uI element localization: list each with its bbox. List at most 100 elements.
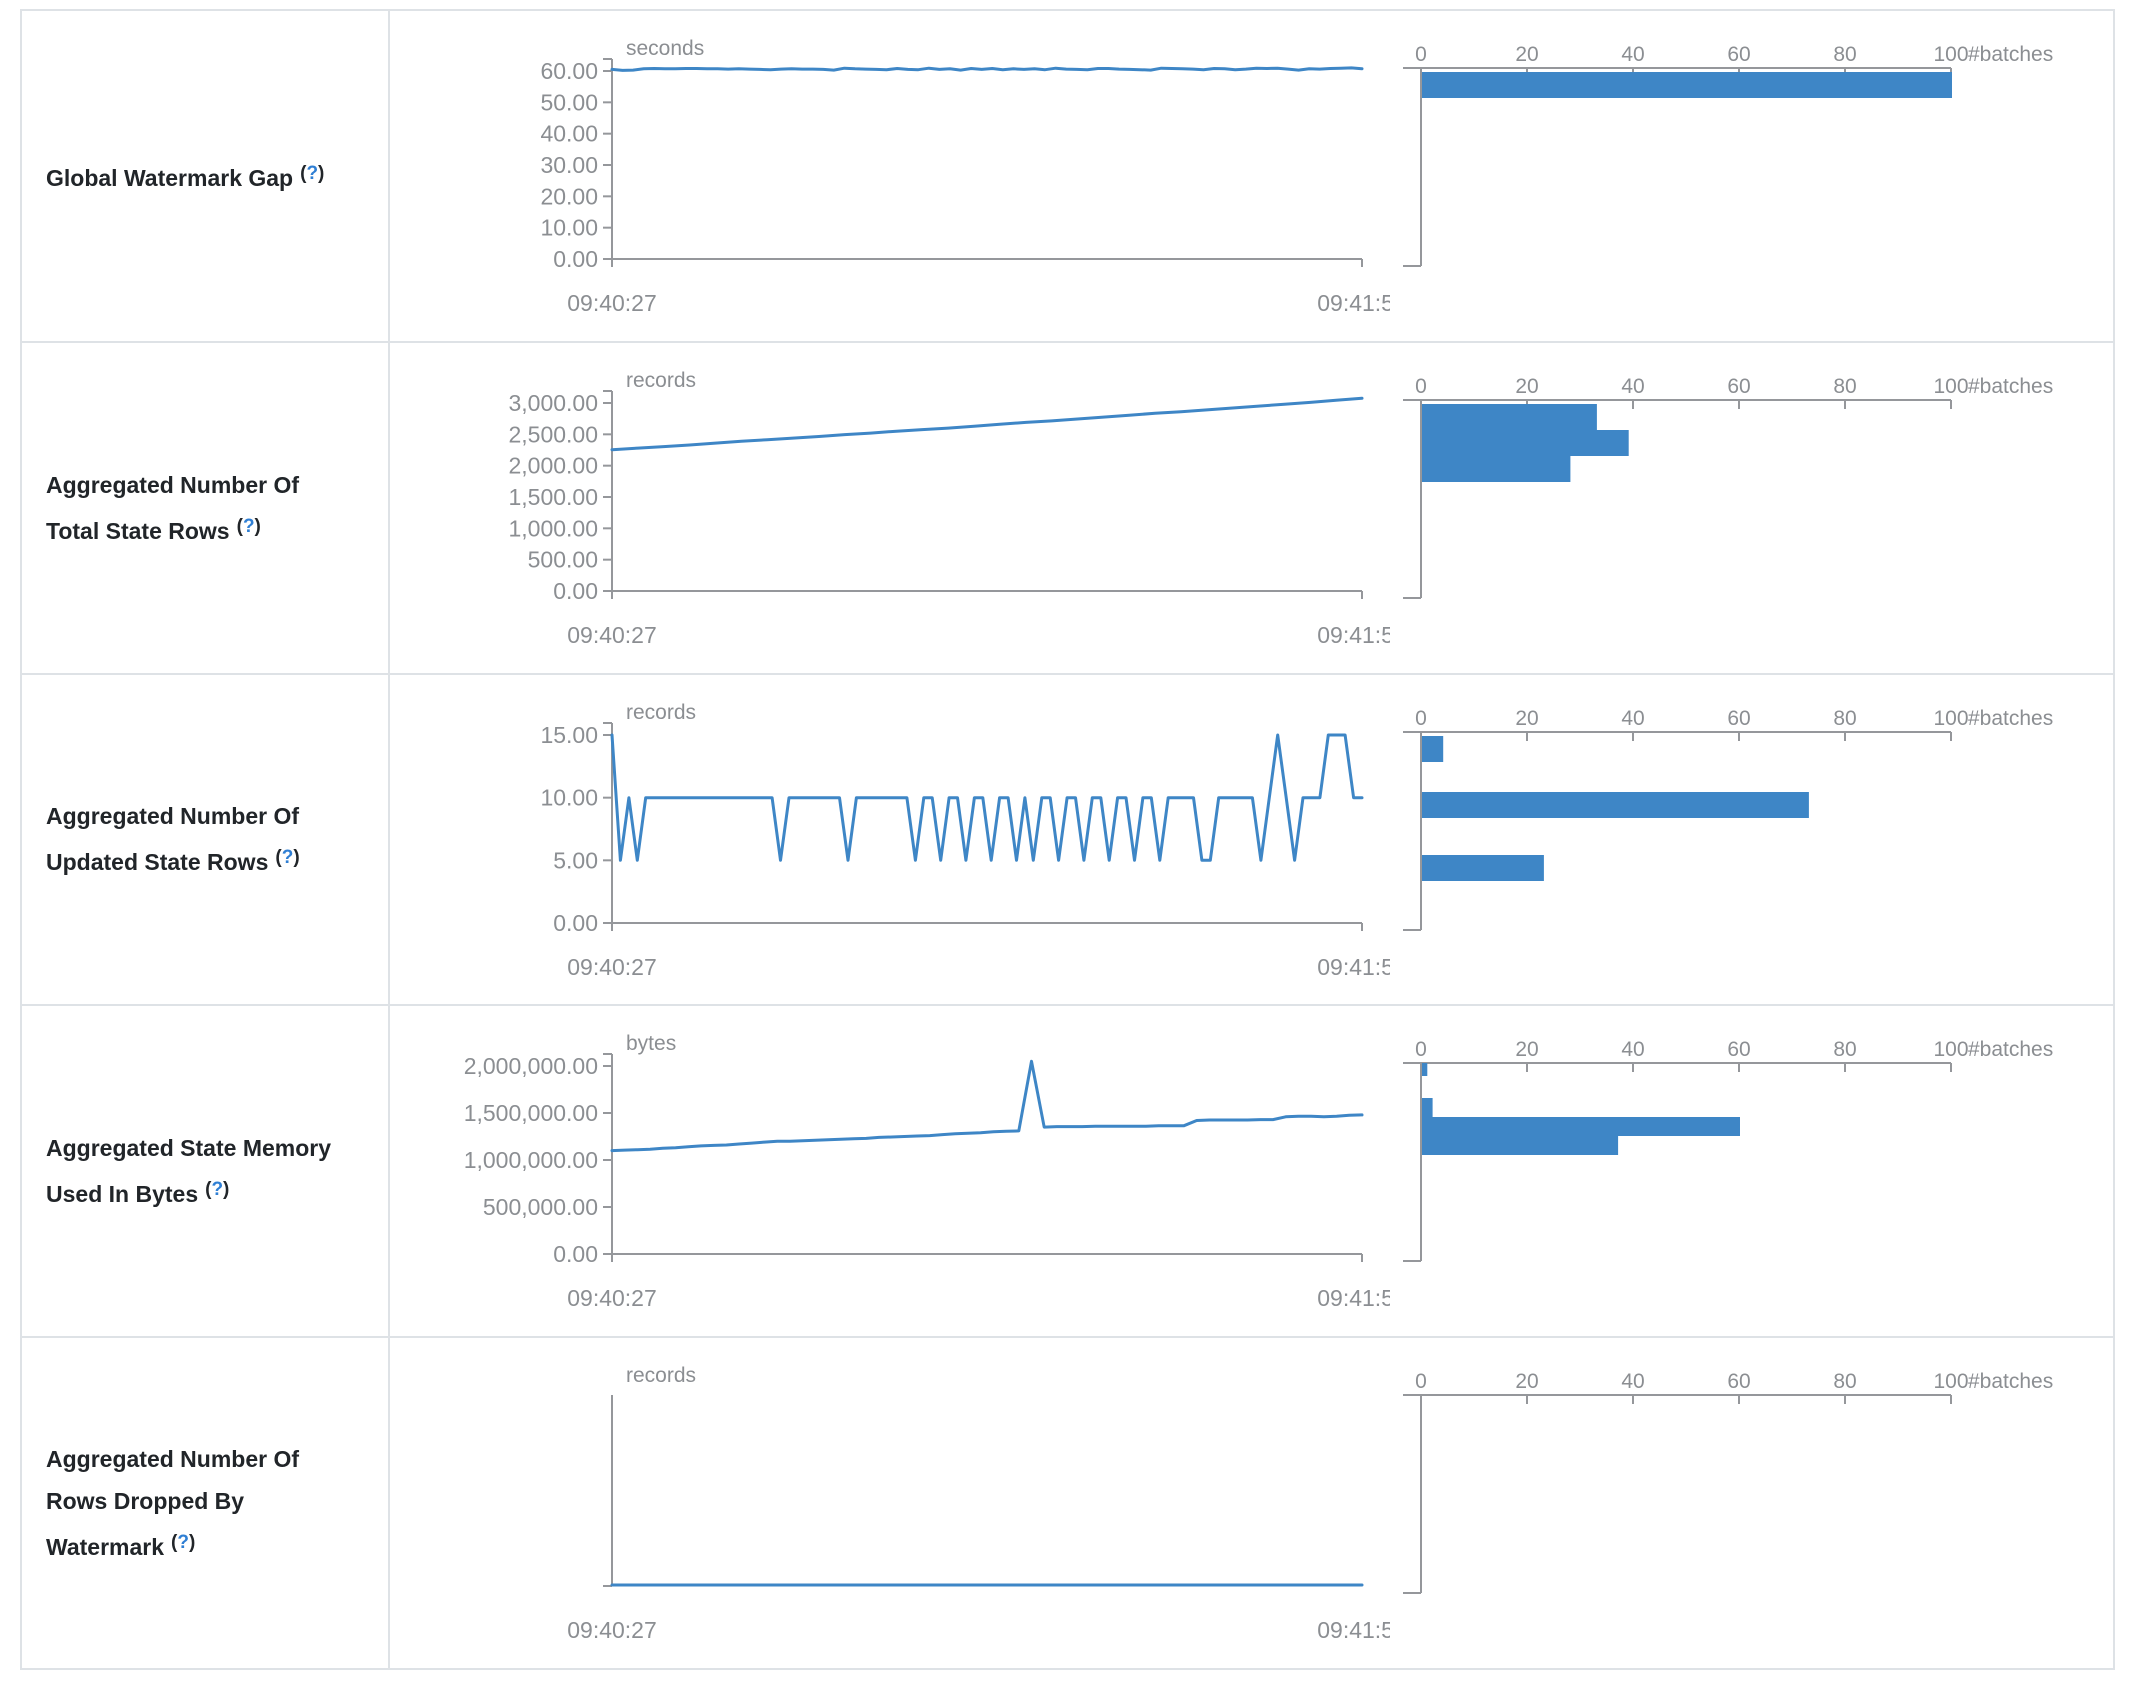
axis-tick-label: 500.00 [528, 546, 598, 572]
metric-name: Aggregated Number Of Total State Rows [46, 471, 300, 544]
metric-name: Aggregated Number Of Updated State Rows [46, 803, 300, 876]
histogram-bar [1422, 1136, 1619, 1156]
axis-tick-label: 40 [1621, 1370, 1644, 1393]
timeline-axes: records 0.00 5.00 10.00 15.00 09:40:27 09:41:5… [540, 701, 1390, 980]
axis-tick-label: 20 [1515, 375, 1538, 398]
x-axis-start-time: 09:40:27 [567, 1617, 657, 1643]
histogram-bars [1422, 1063, 1740, 1156]
axis-tick-label: 1,000,000.00 [464, 1147, 598, 1173]
help-tooltip-link[interactable]: (?) [205, 1179, 230, 1201]
x-axis-end-time: 09:41:56 [1317, 290, 1390, 316]
axis-tick-label: 1,500.00 [508, 484, 598, 510]
help-tooltip-link[interactable]: (?) [171, 1532, 196, 1554]
batch-histogram-chart: 0 20 40 60 80 100 #batches [1403, 707, 2053, 931]
x-axis-start-time: 09:40:27 [567, 622, 657, 648]
axis-tick-label: 80 [1833, 43, 1856, 66]
axis-tick-label: 80 [1833, 707, 1856, 730]
metric-row: Global Watermark Gap (?) seconds 0.00 10.00 2… [22, 11, 2113, 343]
streaming-metrics-table: Global Watermark Gap (?) seconds 0.00 10.00 2… [20, 9, 2115, 1670]
unit-label: seconds [626, 37, 704, 60]
histogram-axes: 0 20 40 60 80 100 #batches [1403, 1038, 2053, 1263]
help-tooltip-link[interactable]: (?) [236, 515, 261, 537]
histogram-axes: 0 20 40 60 80 100 #batches [1403, 43, 2053, 267]
x-axis-end-time: 09:41:56 [1317, 954, 1390, 980]
metric-title: Aggregated Number Of Total State Rows (?) [46, 464, 346, 552]
axis-tick-label: 500,000.00 [483, 1194, 598, 1220]
axis-tick-label: 0.00 [553, 578, 598, 604]
histogram-bar [1422, 854, 1544, 881]
unit-label: records [626, 1364, 696, 1387]
timeline-axes: records 09:40:27 09:41:56 [567, 1364, 1390, 1643]
question-mark-icon[interactable]: ? [306, 162, 319, 184]
axis-tick-label: 40 [1621, 375, 1644, 398]
axis-tick-label: 2,500.00 [508, 421, 598, 447]
axis-tick-label: 0 [1415, 43, 1427, 66]
metric-title: Global Watermark Gap (?) [46, 153, 324, 199]
axis-tick-label: 3,000.00 [508, 390, 598, 416]
axis-tick-label: 20.00 [540, 183, 598, 209]
axis-tick-label: 100 [1933, 43, 1968, 66]
x-axis-end-time: 09:41:56 [1317, 1617, 1390, 1643]
axis-tick-label: 60 [1727, 707, 1750, 730]
axis-tick-label: 80 [1833, 375, 1856, 398]
help-tooltip-link[interactable]: (?) [300, 162, 325, 184]
histogram-bar [1422, 429, 1629, 456]
metric-label-cell: Aggregated Number Of Total State Rows (?) [22, 342, 390, 673]
x-axis-end-time: 09:41:56 [1317, 622, 1390, 648]
timeline-axes: bytes 0.00 500,000.00 1,000,000.00 1,500,000… [464, 1032, 1390, 1311]
axis-tick-label: 10.00 [540, 784, 598, 810]
batches-axis-label: #batches [1968, 1038, 2053, 1061]
histogram-axes: 0 20 40 60 80 100 #batches [1403, 1370, 2053, 1595]
axis-tick-label: 20 [1515, 707, 1538, 730]
batch-histogram-chart: 0 20 40 60 80 100 #batches [1403, 375, 2053, 599]
axis-tick-label: 2,000,000.00 [464, 1053, 598, 1079]
metric-line-series [610, 733, 1364, 862]
question-mark-icon[interactable]: ? [177, 1532, 189, 1554]
histogram-bar [1422, 735, 1444, 762]
question-mark-icon[interactable]: ? [281, 847, 294, 869]
timeline-chart: records 09:40:27 09:41:56 [567, 1364, 1390, 1643]
batches-axis-label: #batches [1968, 707, 2053, 730]
axis-tick-label: 40 [1621, 707, 1644, 730]
histogram-bars [1422, 72, 1952, 98]
batches-axis-label: #batches [1968, 43, 2053, 66]
metric-line-series [610, 396, 1364, 451]
batch-histogram-chart: 0 20 40 60 80 100 #batches [1403, 43, 2053, 267]
metric-title: Aggregated Number Of Updated State Rows(… [46, 795, 346, 883]
axis-tick-label: 30.00 [540, 152, 598, 178]
timeline-chart: records 0.00 500.00 1,000.00 1,500.00 2,000.0… [508, 369, 1390, 648]
metric-title: Aggregated Number Of Rows Dropped By Wat… [46, 1438, 346, 1568]
unit-label: bytes [626, 1032, 676, 1055]
axis-tick-label: 40 [1621, 43, 1644, 66]
histogram-bar [1422, 1063, 1428, 1077]
histogram-bar [1422, 403, 1597, 430]
axis-tick-label: 2,000.00 [508, 452, 598, 478]
batches-axis-label: #batches [1968, 1370, 2053, 1393]
axis-tick-label: 50.00 [540, 89, 598, 115]
question-mark-icon[interactable]: ? [211, 1179, 224, 1201]
axis-tick-label: 20 [1515, 1038, 1538, 1061]
histogram-bar [1422, 72, 1952, 98]
timeline-chart: bytes 0.00 500,000.00 1,000,000.00 1,500,000… [464, 1032, 1390, 1311]
timeline-chart: seconds 0.00 10.00 20.00 30.00 40.00 50.00 60.0… [540, 37, 1390, 316]
x-axis-start-time: 09:40:27 [567, 290, 657, 316]
metric-label-cell: Aggregated State Memory Used In Bytes (?) [22, 1006, 390, 1337]
axis-tick-label: 60.00 [540, 58, 598, 84]
axis-tick-label: 60 [1727, 43, 1750, 66]
question-mark-icon[interactable]: ? [242, 515, 255, 537]
metric-row: Aggregated State Memory Used In Bytes (?)… [22, 1006, 2113, 1339]
histogram-bar [1422, 455, 1571, 482]
batch-histogram-chart: 0 20 40 60 80 100 #batches [1403, 1370, 2053, 1595]
timeline-axes: records 0.00 500.00 1,000.00 1,500.00 2,000.0… [508, 369, 1390, 648]
axis-tick-label: 80 [1833, 1370, 1856, 1393]
axis-tick-label: 0 [1415, 1038, 1427, 1061]
axis-tick-label: 40.00 [540, 121, 598, 147]
histogram-bar [1422, 791, 1809, 818]
help-tooltip-link[interactable]: (?) [275, 847, 300, 869]
axis-tick-label: 1,000.00 [508, 515, 598, 541]
timeline-chart: records 0.00 5.00 10.00 15.00 09:40:27 09:41:5… [540, 701, 1390, 980]
axis-tick-label: 100 [1933, 375, 1968, 398]
metric-title: Aggregated State Memory Used In Bytes (?) [46, 1127, 346, 1215]
axis-tick-label: 60 [1727, 1038, 1750, 1061]
